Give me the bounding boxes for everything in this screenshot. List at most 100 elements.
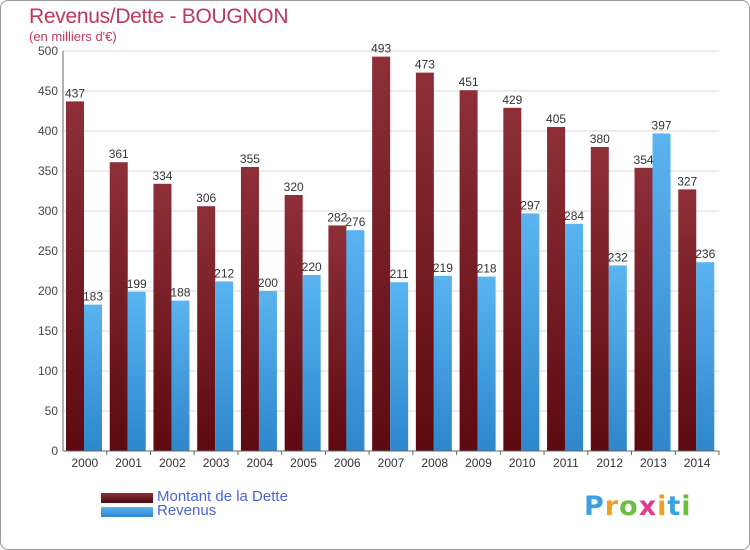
- bar-debt: [547, 127, 566, 451]
- data-label-debt: 380: [590, 132, 610, 146]
- legend-swatch-debt: [101, 493, 153, 503]
- data-label-revenue: 199: [127, 277, 147, 291]
- proxiti-logo: Proxiti: [584, 491, 692, 522]
- bar-revenue: [390, 282, 409, 451]
- x-tick-label: 2007: [378, 456, 405, 470]
- legend-label-debt: Montant de la Dette: [157, 488, 288, 505]
- data-label-revenue: 232: [608, 250, 628, 264]
- data-label-revenue: 212: [214, 266, 234, 280]
- bar-revenue: [652, 133, 671, 451]
- bar-revenue: [521, 213, 540, 451]
- data-label-debt: 354: [634, 153, 654, 167]
- data-label-revenue: 297: [520, 198, 540, 212]
- bar-debt: [415, 72, 434, 451]
- bar-debt: [678, 189, 697, 451]
- x-tick-label: 2008: [421, 456, 448, 470]
- data-label-debt: 334: [152, 169, 172, 183]
- y-tick-label: 350: [38, 164, 58, 178]
- logo-letter: i: [681, 491, 692, 522]
- logo-letter: x: [638, 491, 658, 522]
- data-label-revenue: 219: [433, 261, 453, 275]
- data-label-revenue: 236: [695, 247, 715, 261]
- data-label-debt: 282: [327, 210, 347, 224]
- bar-debt: [590, 147, 609, 451]
- bar-debt: [197, 206, 216, 451]
- y-tick-label: 100: [38, 364, 58, 378]
- bar-revenue: [608, 265, 627, 451]
- x-tick-label: 2011: [553, 456, 579, 470]
- x-tick-label: 2005: [290, 456, 317, 470]
- data-label-revenue: 220: [302, 260, 322, 274]
- logo-letter: o: [619, 491, 639, 522]
- bar-revenue: [302, 275, 321, 451]
- data-label-revenue: 397: [652, 118, 672, 132]
- x-tick-label: 2013: [640, 456, 667, 470]
- chart-title: Revenus/Dette - BOUGNON: [29, 5, 289, 28]
- y-tick-label: 400: [38, 124, 58, 138]
- bar-revenue: [171, 300, 190, 451]
- bar-revenue: [696, 262, 715, 451]
- data-label-debt: 473: [415, 58, 435, 72]
- data-label-revenue: 183: [83, 290, 103, 304]
- y-tick-label: 50: [45, 404, 59, 418]
- y-tick-label: 0: [51, 444, 58, 458]
- x-tick-label: 2000: [72, 456, 99, 470]
- data-label-debt: 327: [677, 174, 697, 188]
- x-tick-label: 2009: [465, 456, 492, 470]
- bar-debt: [459, 90, 478, 451]
- data-label-debt: 429: [502, 93, 522, 107]
- y-tick-label: 450: [38, 84, 58, 98]
- bar-revenue: [346, 230, 365, 451]
- data-label-debt: 493: [371, 42, 391, 56]
- data-label-revenue: 284: [564, 209, 584, 223]
- data-label-revenue: 188: [170, 286, 190, 300]
- bar-debt: [284, 195, 303, 451]
- x-tick-label: 2014: [684, 456, 711, 470]
- x-tick-label: 2012: [596, 456, 623, 470]
- bar-debt: [153, 183, 172, 452]
- data-label-debt: 320: [284, 180, 304, 194]
- y-tick-label: 200: [38, 284, 58, 298]
- bar-debt: [634, 167, 653, 452]
- y-tick-label: 150: [38, 324, 58, 338]
- data-label-debt: 451: [459, 75, 479, 89]
- x-tick-label: 2004: [246, 456, 273, 470]
- legend-label-revenue: Revenus: [157, 502, 217, 519]
- x-tick-label: 2010: [509, 456, 536, 470]
- y-tick-label: 500: [38, 44, 58, 58]
- logo-letter: P: [584, 491, 605, 522]
- x-tick-label: 2006: [334, 456, 361, 470]
- data-label-debt: 355: [240, 152, 260, 166]
- data-label-debt: 405: [546, 112, 566, 126]
- x-tick-label: 2002: [159, 456, 186, 470]
- bar-revenue: [565, 223, 584, 451]
- data-label-debt: 361: [109, 147, 129, 161]
- legend-swatch-revenue: [101, 507, 153, 517]
- data-label-revenue: 276: [345, 215, 365, 229]
- bar-debt: [109, 162, 128, 451]
- bar-revenue: [215, 281, 234, 451]
- bar-revenue: [433, 275, 452, 451]
- bar-debt: [240, 167, 259, 451]
- chart-subtitle: (en milliers d'€): [29, 29, 117, 44]
- data-label-revenue: 218: [477, 262, 497, 276]
- bar-debt: [328, 225, 347, 451]
- bar-debt: [372, 56, 391, 451]
- bar-revenue: [127, 291, 146, 451]
- y-tick-label: 300: [38, 204, 58, 218]
- bar-revenue: [477, 276, 496, 451]
- data-label-debt: 306: [196, 191, 216, 205]
- data-label-debt: 437: [65, 86, 85, 100]
- bar-debt: [66, 101, 84, 452]
- bar-revenue: [258, 291, 277, 451]
- logo-letter: r: [604, 491, 620, 522]
- bar-debt: [503, 107, 522, 452]
- bar-revenue: [84, 304, 102, 451]
- y-tick-label: 250: [38, 244, 58, 258]
- logo-letter: i: [657, 491, 668, 522]
- logo-letter: t: [667, 491, 682, 522]
- data-label-revenue: 211: [390, 267, 409, 281]
- x-tick-label: 2003: [203, 456, 230, 470]
